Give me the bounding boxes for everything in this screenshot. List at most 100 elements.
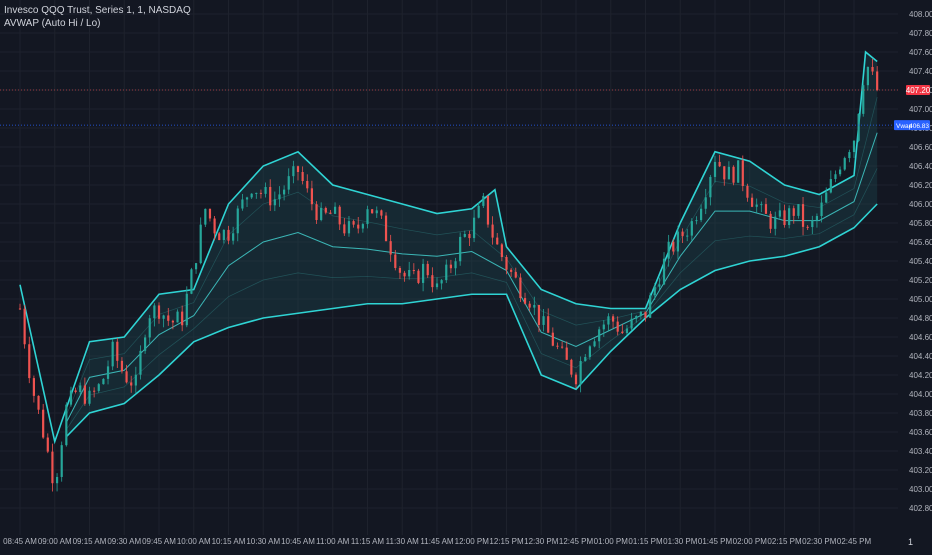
candle-body — [848, 152, 851, 159]
candle-body — [97, 384, 100, 391]
last-price-tag: 407.20 — [906, 86, 931, 95]
candle-body — [602, 324, 605, 330]
candle-body — [366, 209, 369, 225]
candle-body — [394, 254, 397, 268]
candle-body — [398, 267, 402, 273]
candle-body — [486, 195, 490, 225]
time-tick-label: 10:00 AM — [177, 537, 211, 546]
vwap-tag-bg — [894, 120, 930, 131]
price-tick-label: 403.40 — [909, 447, 932, 456]
vwap-tag-value: 406.83 — [909, 123, 929, 130]
candle-body — [431, 275, 434, 288]
candle-body — [625, 328, 629, 334]
candle-body — [584, 356, 587, 362]
candle-body — [843, 158, 846, 170]
candle-body — [79, 385, 82, 393]
candle-body — [167, 315, 170, 321]
candle-body — [301, 171, 304, 182]
candle-body — [695, 220, 698, 222]
timezone-marker[interactable]: 1 — [907, 537, 913, 547]
candle-body — [329, 212, 332, 214]
candle-body — [227, 229, 230, 241]
candle-body — [449, 264, 452, 269]
candle-body — [676, 231, 680, 252]
candle-body — [542, 316, 545, 325]
candle-body — [750, 197, 754, 207]
time-tick-label: 02:00 PM — [733, 537, 768, 546]
candle-body — [315, 204, 318, 221]
candle-body — [310, 188, 313, 205]
candle-body — [51, 451, 54, 484]
time-tick-label: 12:45 PM — [559, 537, 594, 546]
price-tick-label: 405.80 — [909, 219, 932, 228]
candle-body — [746, 185, 749, 198]
candle-body — [162, 315, 165, 319]
candle-body — [862, 85, 865, 114]
candle-body — [93, 390, 96, 392]
candle-body — [468, 233, 471, 239]
candle-body — [352, 221, 355, 225]
candle-body — [510, 269, 513, 272]
inner-band-line — [66, 97, 878, 416]
candle-body — [412, 270, 415, 272]
candle-body — [403, 272, 406, 277]
price-tick-label: 405.20 — [909, 276, 932, 285]
symbol-title[interactable]: Invesco QQQ Trust, Series 1, 1, NASDAQ — [4, 5, 191, 16]
candle-body — [347, 221, 351, 234]
candle-body — [440, 280, 443, 284]
time-tick-label: 09:15 AM — [73, 537, 107, 546]
inner-band-line — [66, 168, 878, 430]
candle-body — [700, 208, 703, 221]
candle-body — [153, 305, 156, 319]
candle-body — [463, 233, 466, 237]
candle-body — [264, 186, 267, 194]
candle-body — [528, 303, 531, 308]
candle-body — [727, 166, 730, 180]
candle-body — [454, 261, 457, 269]
candle-body — [55, 476, 59, 484]
candle-body — [783, 210, 786, 226]
candle-body — [732, 166, 735, 183]
time-axis[interactable]: 08:45 AM 09:00 AM 09:15 AM 09:30 AM 09:45 AM… — [3, 537, 871, 546]
price-candles — [18, 58, 879, 492]
candle-body — [500, 244, 503, 258]
time-tick-label: 11:00 AM — [316, 537, 350, 546]
candle-body — [361, 224, 364, 229]
price-tick-label: 405.60 — [909, 238, 932, 247]
price-tick-label: 406.40 — [909, 162, 932, 171]
candle-body — [324, 207, 327, 213]
time-tick-label: 10:30 AM — [246, 537, 280, 546]
time-tick-label: 12:00 PM — [455, 537, 490, 546]
candle-body — [523, 298, 527, 304]
candle-body — [852, 140, 856, 153]
candle-body — [333, 206, 337, 214]
candle-body — [547, 316, 550, 333]
price-tick-label: 406.20 — [909, 181, 932, 190]
candle-body — [134, 374, 137, 386]
candle-body — [472, 217, 476, 239]
candle-body — [417, 270, 420, 283]
candle-body — [204, 208, 207, 225]
candle-body — [533, 304, 536, 308]
price-tick-label: 407.80 — [909, 29, 932, 38]
candle-body — [690, 221, 693, 236]
indicator-title[interactable]: AVWAP (Auto Hi / Lo) — [4, 18, 101, 29]
candle-body — [28, 344, 31, 379]
candle-body — [144, 337, 147, 351]
candle-body — [820, 202, 823, 217]
candle-body — [83, 385, 86, 404]
candle-body — [639, 311, 642, 317]
candle-body — [74, 390, 77, 393]
price-tick-label: 403.80 — [909, 409, 932, 418]
time-tick-label: 11:45 AM — [420, 537, 454, 546]
time-tick-label: 09:45 AM — [142, 537, 176, 546]
candle-body — [241, 199, 244, 209]
price-tick-label: 403.00 — [909, 485, 932, 494]
candle-body — [806, 226, 809, 228]
candle-body — [769, 213, 772, 229]
candle-body — [213, 218, 216, 234]
candle-body — [148, 318, 151, 338]
time-tick-label: 11:15 AM — [351, 537, 385, 546]
